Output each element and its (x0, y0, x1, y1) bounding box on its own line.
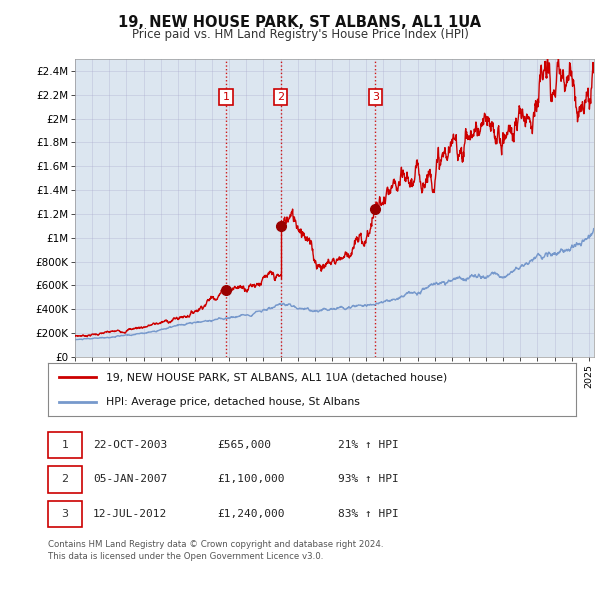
FancyBboxPatch shape (48, 432, 82, 458)
Text: £1,240,000: £1,240,000 (217, 509, 284, 519)
Text: 3: 3 (372, 92, 379, 102)
Text: Price paid vs. HM Land Registry's House Price Index (HPI): Price paid vs. HM Land Registry's House … (131, 28, 469, 41)
Text: HPI: Average price, detached house, St Albans: HPI: Average price, detached house, St A… (106, 396, 360, 407)
Text: £1,100,000: £1,100,000 (217, 474, 284, 484)
Text: 2: 2 (62, 474, 69, 484)
Text: 83% ↑ HPI: 83% ↑ HPI (338, 509, 399, 519)
Text: 22-OCT-2003: 22-OCT-2003 (93, 440, 167, 450)
Text: 19, NEW HOUSE PARK, ST ALBANS, AL1 1UA: 19, NEW HOUSE PARK, ST ALBANS, AL1 1UA (118, 15, 482, 30)
Text: 1: 1 (223, 92, 229, 102)
Text: 2: 2 (277, 92, 284, 102)
FancyBboxPatch shape (48, 501, 82, 527)
Text: 12-JUL-2012: 12-JUL-2012 (93, 509, 167, 519)
Text: 93% ↑ HPI: 93% ↑ HPI (338, 474, 399, 484)
Text: 19, NEW HOUSE PARK, ST ALBANS, AL1 1UA (detached house): 19, NEW HOUSE PARK, ST ALBANS, AL1 1UA (… (106, 372, 448, 382)
Text: 1: 1 (62, 440, 68, 450)
Text: 21% ↑ HPI: 21% ↑ HPI (338, 440, 399, 450)
Text: Contains HM Land Registry data © Crown copyright and database right 2024.
This d: Contains HM Land Registry data © Crown c… (48, 540, 383, 560)
FancyBboxPatch shape (48, 466, 82, 493)
Text: 05-JAN-2007: 05-JAN-2007 (93, 474, 167, 484)
Text: 3: 3 (62, 509, 68, 519)
Text: £565,000: £565,000 (217, 440, 271, 450)
